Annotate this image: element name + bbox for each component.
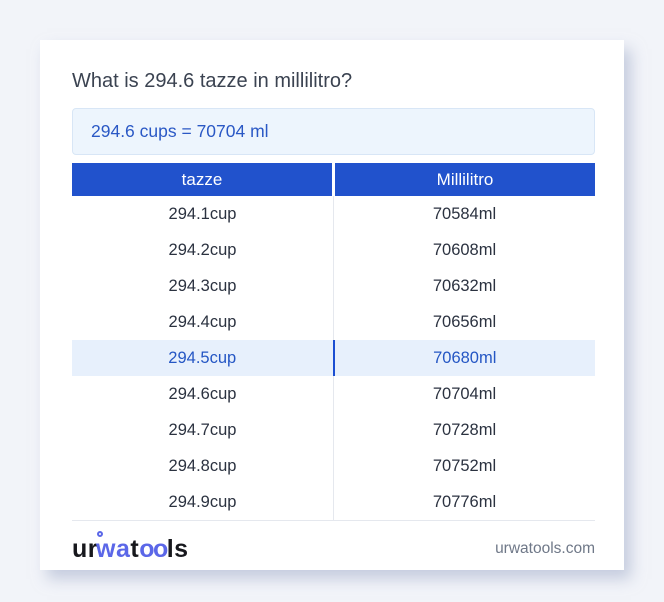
- table-header-tazze: tazze: [181, 169, 223, 189]
- conversion-table: tazze Millilitro 294.1cup 70584ml 294.2c…: [72, 163, 595, 521]
- cell-ml[interactable]: 70728ml: [333, 412, 595, 448]
- result-text: 294.6 cups = 70704 ml: [91, 121, 269, 141]
- table-row[interactable]: 294.9cup 70776ml: [72, 484, 595, 520]
- cell-cup[interactable]: 294.4cup: [168, 312, 237, 331]
- table-row[interactable]: 294.7cup 70728ml: [72, 412, 595, 448]
- table-row[interactable]: 294.6cup 70704ml: [72, 376, 595, 412]
- table-row[interactable]: 294.5cup 70680ml: [72, 340, 595, 376]
- cell-cup[interactable]: 294.6cup: [168, 384, 237, 403]
- table-row[interactable]: 294.1cup 70584ml: [72, 196, 595, 232]
- cell-ml[interactable]: 70584ml: [333, 196, 595, 232]
- logo-part-oo: oo: [139, 534, 168, 563]
- cell-ml[interactable]: 70680ml: [332, 340, 596, 376]
- site-logo[interactable]: urwatools: [72, 530, 189, 564]
- cell-ml[interactable]: 70752ml: [333, 448, 595, 484]
- cell-cup[interactable]: 294.9cup: [168, 492, 237, 511]
- conversion-card: What is 294.6 tazze in millilitro? 294.6…: [40, 40, 624, 570]
- table-row[interactable]: 294.2cup 70608ml: [72, 232, 595, 268]
- logo-ring-icon: [97, 530, 103, 537]
- result-box: 294.6 cups = 70704 ml: [72, 108, 595, 155]
- page-title: What is 294.6 tazze in millilitro?: [72, 70, 353, 92]
- cell-cup[interactable]: 294.5cup: [168, 348, 237, 367]
- cell-cup[interactable]: 294.2cup: [168, 240, 237, 259]
- table-header-row: tazze Millilitro: [72, 163, 595, 196]
- table-body: 294.1cup 70584ml 294.2cup 70608ml 294.3c…: [72, 196, 595, 520]
- cell-ml[interactable]: 70656ml: [333, 304, 595, 340]
- logo-part-t: t: [130, 534, 140, 563]
- site-url[interactable]: urwatools.com: [495, 540, 595, 557]
- cell-ml[interactable]: 70632ml: [333, 268, 595, 304]
- logo-part-ur: ur: [72, 534, 98, 563]
- table-row[interactable]: 294.3cup 70632ml: [72, 268, 595, 304]
- cell-ml[interactable]: 70608ml: [333, 232, 595, 268]
- cell-cup[interactable]: 294.8cup: [168, 456, 237, 475]
- table-row[interactable]: 294.8cup 70752ml: [72, 448, 595, 484]
- cell-cup[interactable]: 294.7cup: [168, 420, 237, 439]
- cell-cup[interactable]: 294.3cup: [168, 276, 237, 295]
- logo-part-wa: wa: [96, 534, 131, 563]
- table-header-millilitro: Millilitro: [332, 163, 595, 196]
- cell-ml[interactable]: 70704ml: [333, 376, 595, 412]
- cell-ml[interactable]: 70776ml: [333, 484, 595, 520]
- logo-part-ls: ls: [166, 534, 189, 563]
- table-row[interactable]: 294.4cup 70656ml: [72, 304, 595, 340]
- cell-cup[interactable]: 294.1cup: [168, 204, 237, 223]
- footer: urwatools urwatools.com: [72, 530, 595, 568]
